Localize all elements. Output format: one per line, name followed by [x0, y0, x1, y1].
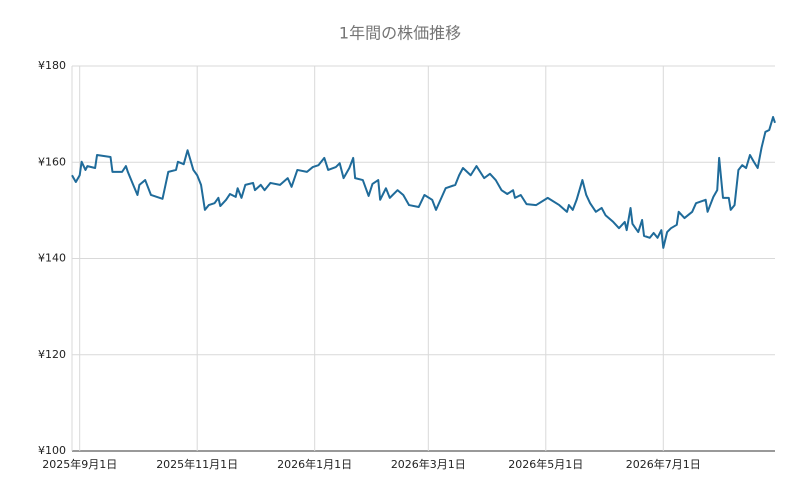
- x-tick-label: 2026年3月1日: [391, 457, 466, 471]
- x-tick-label: 2025年9月1日: [42, 457, 117, 471]
- chart-title: 1年間の株価推移: [339, 24, 461, 43]
- x-tick-label: 2026年7月1日: [626, 457, 701, 471]
- y-tick-label: ¥160: [38, 155, 66, 168]
- price-line: [71, 116, 776, 249]
- y-tick-label: ¥140: [38, 252, 66, 265]
- y-tick-label: ¥120: [38, 348, 66, 361]
- x-tick-label: 2026年1月1日: [277, 457, 352, 471]
- x-tick-label: 2026年5月1日: [508, 457, 583, 471]
- y-tick-label: ¥180: [38, 59, 66, 72]
- x-tick-label: 2025年11月1日: [156, 457, 238, 471]
- y-tick-label: ¥100: [38, 444, 66, 457]
